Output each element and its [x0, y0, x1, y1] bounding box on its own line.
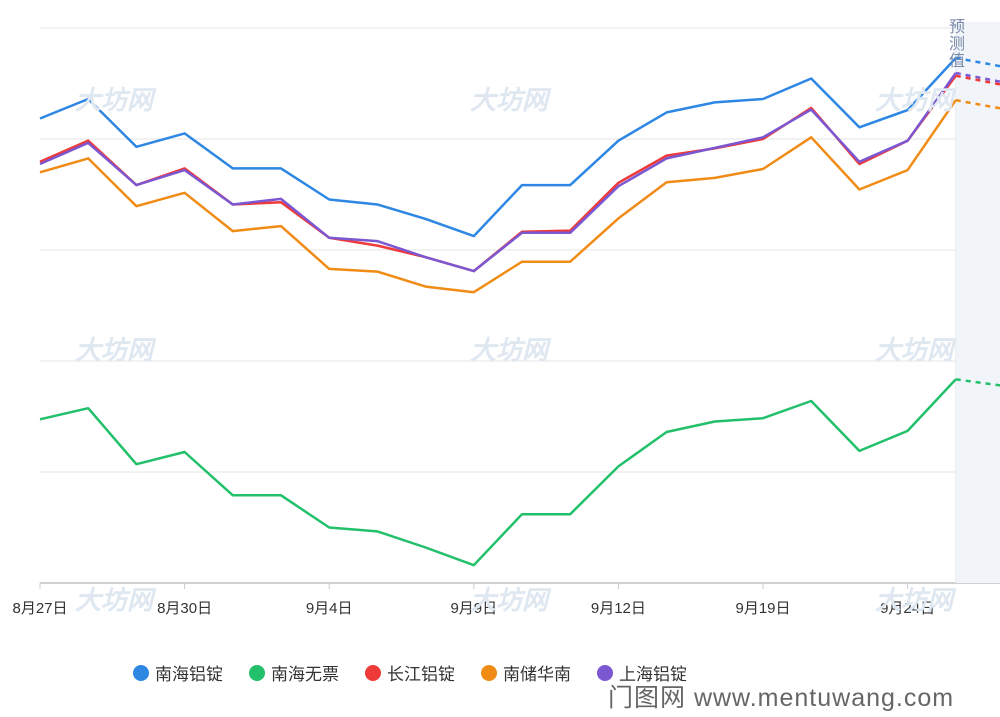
legend-dot — [481, 664, 497, 681]
legend-dot — [597, 664, 613, 681]
watermark-logo: 大坊网 — [470, 85, 549, 115]
legend-label: 长江铝锭 — [387, 665, 455, 684]
series-line — [39, 57, 957, 238]
x-tick-label: 8月30日 — [157, 600, 212, 617]
legend-dot — [133, 664, 149, 681]
watermark-logo: 大坊网 — [875, 335, 954, 365]
legend-item[interactable]: 上海铝锭 — [597, 660, 687, 685]
prediction-label: 预测值 — [946, 18, 963, 69]
watermark-logo: 大坊网 — [75, 85, 154, 115]
site-watermark: 门图网 www.mentuwang.com — [608, 684, 955, 712]
x-tick-label: 8月27日 — [12, 600, 67, 617]
predicted-segment — [955, 378, 1000, 387]
predicted-segment — [955, 98, 1000, 110]
x-tick-label: 9月4日 — [306, 600, 353, 617]
x-axis: 8月27日 8月30日 9月4日 9月9日 9月12日 9月19日 9月24日 — [12, 583, 935, 617]
prediction-band — [955, 22, 1000, 583]
legend-item[interactable]: 长江铝锭 — [365, 660, 455, 685]
legend-dot — [365, 664, 381, 681]
series-line — [39, 99, 957, 294]
watermark-logo: 大坊网 — [875, 85, 954, 115]
legend-item[interactable]: 南储华南 — [481, 660, 571, 685]
legend-label: 南储华南 — [503, 665, 571, 684]
legend-dot — [249, 664, 265, 681]
series-layer — [39, 56, 1000, 567]
legend-label: 南海铝锭 — [155, 665, 223, 684]
series-line — [39, 72, 957, 273]
x-tick-label: 9月24日 — [880, 600, 935, 617]
x-tick-label: 9月12日 — [591, 600, 646, 617]
x-tick-label: 9月9日 — [450, 600, 497, 617]
watermark-logo: 大坊网 — [470, 335, 549, 365]
legend-item[interactable]: 南海铝锭 — [133, 660, 223, 685]
predicted-segment — [955, 74, 1000, 86]
x-tick-label: 9月19日 — [735, 600, 790, 617]
legend-label: 南海无票 — [271, 665, 339, 684]
legend: 南海铝锭 南海无票 长江铝锭 南储华南 上海铝锭 — [0, 660, 820, 685]
grid-lines — [40, 22, 1000, 584]
series-line — [39, 378, 957, 567]
line-chart: 8月27日 8月30日 9月4日 9月9日 9月12日 9月19日 9月24日 — [12, 22, 1000, 617]
predicted-segment — [955, 56, 1000, 68]
legend-label: 上海铝锭 — [619, 665, 687, 684]
watermark-logo: 大坊网 — [75, 335, 154, 365]
predicted-segment — [955, 71, 1000, 83]
legend-item[interactable]: 南海无票 — [249, 660, 339, 685]
watermark-logo: 大坊网 — [75, 585, 154, 615]
watermark-logo: 大坊网 — [875, 585, 954, 615]
watermark-logo: 大坊网 — [470, 585, 549, 615]
